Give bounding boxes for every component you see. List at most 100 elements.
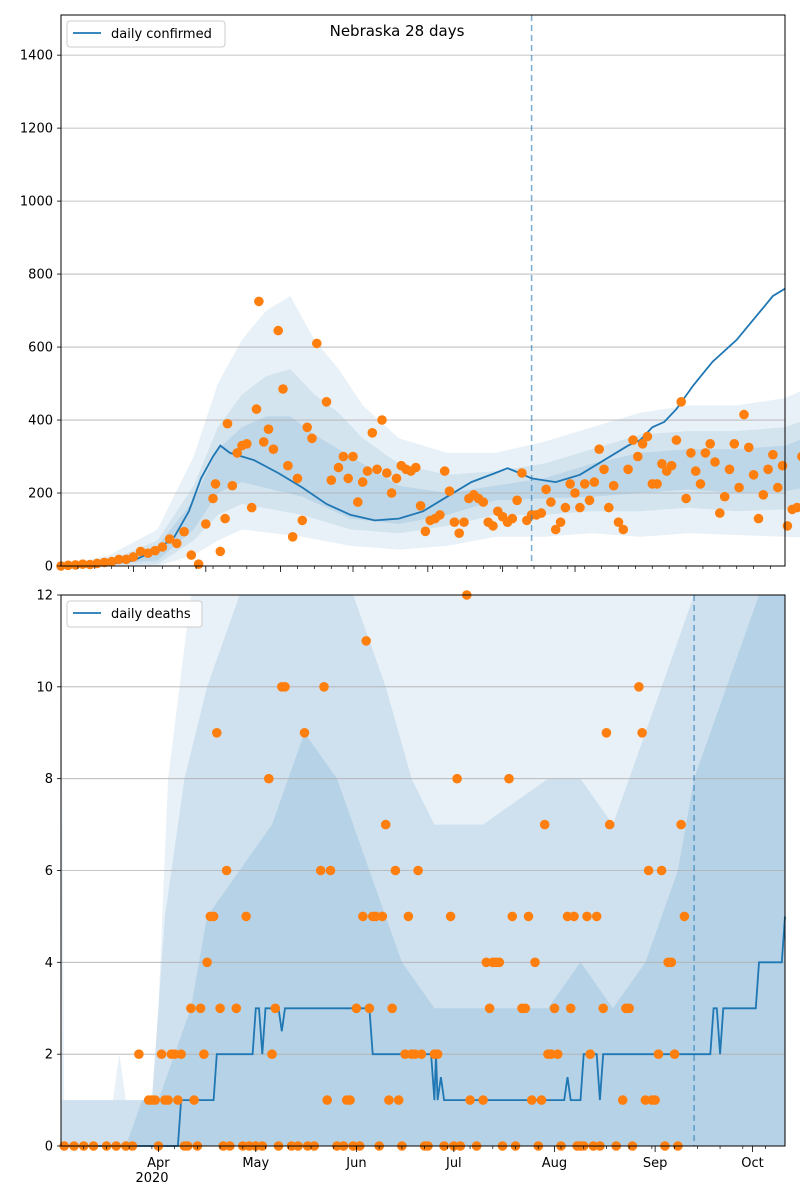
top-observed-point — [618, 524, 629, 535]
top-observed-point — [372, 464, 382, 475]
top-observed-point — [729, 439, 740, 449]
top-y-tick-label: 1400 — [20, 49, 53, 64]
top-observed-point — [797, 452, 800, 461]
top-observed-point — [287, 532, 298, 542]
deaths-scatter-series — [59, 590, 690, 1151]
top-observed-point — [579, 479, 590, 489]
top-observed-point — [560, 502, 571, 513]
bot-observed-point — [585, 1049, 595, 1059]
top-observed-point — [77, 559, 88, 569]
top-observed-point — [439, 466, 450, 476]
top-observed-point — [700, 448, 711, 458]
top-observed-point — [292, 473, 303, 484]
top-observed-point — [278, 384, 288, 394]
bot-observed-point — [390, 865, 401, 876]
top-observed-point — [681, 493, 691, 504]
top-observed-point — [584, 495, 595, 506]
bot-observed-point — [478, 1095, 488, 1105]
top-observed-point — [179, 526, 189, 537]
bot-y-tick-label: 0 — [45, 1140, 53, 1155]
top-observed-point — [391, 473, 402, 484]
top-observed-point — [657, 459, 667, 469]
bot-observed-point — [504, 773, 514, 784]
bot-observed-point — [202, 957, 212, 968]
bot-observed-point — [650, 1095, 660, 1105]
top-observed-point — [724, 464, 735, 475]
bot-y-tick-label: 2 — [45, 1048, 53, 1063]
top-observed-point — [386, 488, 397, 498]
top-observed-point — [541, 484, 551, 495]
top-observed-point — [121, 554, 131, 565]
bot-observed-point — [527, 1095, 537, 1105]
top-observed-point — [343, 473, 354, 484]
top-y-tick-label: 600 — [28, 341, 53, 356]
top-observed-point — [268, 444, 279, 455]
deaths-panel: 0 2 4 6 8 10 12 Apr May Jun Jul Aug Sep Oct 2020 dai… — [36, 589, 786, 1186]
top-observed-point — [550, 524, 561, 535]
bot-observed-point — [325, 865, 336, 876]
top-observed-point — [517, 468, 527, 478]
confirmed-bands — [61, 296, 800, 566]
bot-observed-point — [380, 819, 391, 830]
top-observed-point — [555, 517, 566, 527]
top-observed-point — [637, 439, 648, 449]
top-observed-point — [763, 464, 773, 475]
bot-observed-point — [484, 1003, 495, 1014]
top-observed-point — [608, 480, 619, 491]
chart-title: Nebraska 28 days — [330, 22, 465, 40]
bot-observed-point — [163, 1095, 173, 1105]
top-observed-point — [594, 444, 604, 455]
top-observed-point — [220, 513, 230, 524]
top-observed-point — [283, 460, 293, 471]
bot-observed-point — [241, 911, 251, 922]
top-observed-point — [777, 460, 788, 471]
top-observed-point — [676, 397, 686, 407]
deaths-legend: daily deaths — [66, 600, 203, 628]
x-tick-label: Aug — [542, 1156, 567, 1171]
confirmed-axes-frame — [60, 14, 786, 567]
top-y-tick-label: 0 — [45, 560, 53, 575]
confirmed-x-ticks — [77, 566, 771, 572]
bot-observed-point — [416, 1049, 427, 1059]
bot-y-tick-label: 10 — [36, 680, 53, 695]
top-observed-point — [744, 442, 754, 453]
top-observed-point — [307, 433, 317, 444]
top-observed-point — [773, 482, 783, 493]
top-observed-point — [604, 502, 614, 513]
top-observed-point — [273, 325, 284, 336]
bot-observed-point — [264, 773, 274, 784]
bot-observed-point — [231, 1003, 242, 1014]
bot-observed-point — [364, 1003, 375, 1014]
top-model-line — [60, 287, 786, 567]
top-observed-point — [357, 477, 368, 487]
top-observed-point — [128, 552, 139, 562]
bot-observed-point — [552, 1049, 563, 1059]
x-tick-label: Sep — [643, 1156, 668, 1171]
top-observed-point — [411, 462, 421, 473]
top-uncertainty-band-2 — [61, 416, 800, 566]
bot-observed-point — [565, 1003, 576, 1014]
bot-observed-point — [523, 911, 534, 922]
top-observed-point — [208, 493, 218, 504]
top-observed-point — [415, 501, 426, 511]
confirmed-line-series — [60, 287, 786, 567]
bot-observed-point — [156, 1049, 167, 1059]
top-observed-point — [186, 550, 197, 560]
bot-y-tick-label: 6 — [45, 864, 53, 879]
confirmed-legend-label: daily confirmed — [111, 27, 212, 42]
bot-observed-point — [195, 1003, 206, 1014]
bot-observed-point — [432, 1049, 443, 1059]
bot-observed-point — [653, 1049, 664, 1059]
top-observed-point — [114, 554, 124, 565]
bot-observed-point — [643, 865, 654, 876]
bot-observed-point — [322, 1095, 333, 1105]
bot-observed-point — [582, 911, 592, 922]
top-observed-point — [106, 556, 117, 567]
bot-observed-point — [173, 1095, 183, 1105]
top-observed-point — [246, 502, 257, 513]
top-observed-point — [666, 460, 677, 471]
bot-y-tick-label: 8 — [45, 772, 53, 787]
top-observed-point — [420, 526, 431, 537]
bot-observed-point — [598, 1003, 608, 1014]
